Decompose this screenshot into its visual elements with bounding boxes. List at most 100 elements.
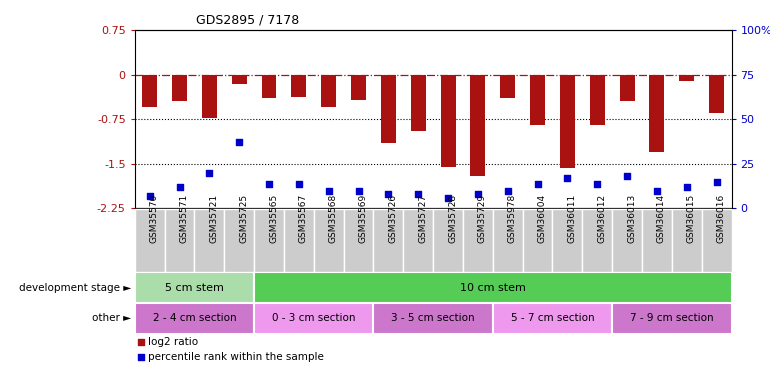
Bar — [254, 303, 373, 334]
Bar — [135, 209, 165, 272]
Bar — [254, 272, 732, 303]
Bar — [582, 209, 612, 272]
Point — [651, 188, 663, 194]
Text: 3 - 5 cm section: 3 - 5 cm section — [391, 314, 475, 323]
Point — [561, 175, 574, 181]
Bar — [463, 209, 493, 272]
Text: GSM35569: GSM35569 — [359, 194, 367, 243]
Bar — [142, 75, 157, 107]
Point — [382, 191, 394, 197]
Text: GSM36012: GSM36012 — [598, 194, 606, 243]
Point — [233, 140, 246, 146]
Point — [412, 191, 424, 197]
Point — [621, 173, 633, 179]
Text: GSM35978: GSM35978 — [507, 194, 517, 243]
Bar — [553, 209, 582, 272]
Point — [135, 339, 147, 345]
Bar — [172, 75, 187, 101]
Text: GSM35568: GSM35568 — [329, 194, 338, 243]
Point — [323, 188, 335, 194]
Text: GSM36013: GSM36013 — [627, 194, 636, 243]
Point — [353, 188, 365, 194]
Text: other ►: other ► — [92, 314, 131, 323]
Point — [442, 195, 454, 201]
Bar — [560, 75, 575, 168]
Bar — [649, 75, 665, 152]
Bar — [165, 209, 194, 272]
Text: GSM35570: GSM35570 — [149, 194, 159, 243]
Point — [681, 184, 693, 190]
Bar — [679, 75, 695, 81]
Bar — [254, 209, 284, 272]
Text: 7 - 9 cm section: 7 - 9 cm section — [630, 314, 714, 323]
Bar — [500, 75, 515, 98]
Text: GSM36011: GSM36011 — [567, 194, 577, 243]
Bar — [373, 303, 493, 334]
Bar — [135, 272, 254, 303]
Point — [143, 193, 156, 199]
Text: GSM36014: GSM36014 — [657, 194, 666, 243]
Bar — [642, 209, 671, 272]
Text: GSM35567: GSM35567 — [299, 194, 308, 243]
Bar — [701, 209, 732, 272]
Bar — [433, 209, 463, 272]
Text: GSM35565: GSM35565 — [269, 194, 278, 243]
Point — [501, 188, 514, 194]
Point — [135, 354, 147, 360]
Bar — [194, 209, 224, 272]
Bar — [291, 75, 306, 97]
Bar — [373, 209, 403, 272]
Bar — [343, 209, 373, 272]
Bar — [470, 75, 485, 176]
Text: GSM35571: GSM35571 — [179, 194, 189, 243]
Text: GSM35729: GSM35729 — [478, 194, 487, 243]
Bar — [403, 209, 433, 272]
Text: GSM36016: GSM36016 — [717, 194, 725, 243]
Bar — [530, 75, 545, 125]
Text: percentile rank within the sample: percentile rank within the sample — [148, 352, 323, 362]
Text: GSM35721: GSM35721 — [209, 194, 219, 243]
Point — [173, 184, 186, 190]
Text: 10 cm stem: 10 cm stem — [460, 283, 526, 292]
Bar — [410, 75, 426, 131]
Bar — [224, 209, 254, 272]
Bar — [202, 75, 217, 118]
Point — [591, 180, 604, 186]
Bar — [351, 75, 366, 100]
Bar — [314, 209, 343, 272]
Bar — [321, 75, 336, 107]
Point — [711, 179, 723, 185]
Text: GSM35726: GSM35726 — [388, 194, 397, 243]
Point — [263, 180, 275, 186]
Bar — [493, 303, 612, 334]
Point — [472, 191, 484, 197]
Text: GSM35725: GSM35725 — [239, 194, 248, 243]
Bar — [620, 75, 634, 101]
Bar — [493, 209, 523, 272]
Bar — [440, 75, 456, 167]
Bar — [671, 209, 701, 272]
Text: 0 - 3 cm section: 0 - 3 cm section — [272, 314, 356, 323]
Bar — [135, 303, 254, 334]
Text: GSM35727: GSM35727 — [418, 194, 427, 243]
Text: 5 cm stem: 5 cm stem — [165, 283, 224, 292]
Text: log2 ratio: log2 ratio — [148, 337, 198, 347]
Bar — [284, 209, 314, 272]
Bar — [381, 75, 396, 143]
Text: 2 - 4 cm section: 2 - 4 cm section — [152, 314, 236, 323]
Text: 5 - 7 cm section: 5 - 7 cm section — [511, 314, 594, 323]
Bar — [612, 209, 642, 272]
Point — [531, 180, 544, 186]
Text: GSM35728: GSM35728 — [448, 194, 457, 243]
Point — [293, 180, 305, 186]
Bar — [523, 209, 553, 272]
Bar — [590, 75, 604, 125]
Bar — [612, 303, 731, 334]
Text: GSM36015: GSM36015 — [687, 194, 696, 243]
Text: GDS2895 / 7178: GDS2895 / 7178 — [196, 13, 300, 26]
Text: development stage ►: development stage ► — [18, 283, 131, 292]
Bar — [262, 75, 276, 98]
Point — [203, 170, 216, 176]
Bar — [232, 75, 246, 84]
Bar — [709, 75, 724, 113]
